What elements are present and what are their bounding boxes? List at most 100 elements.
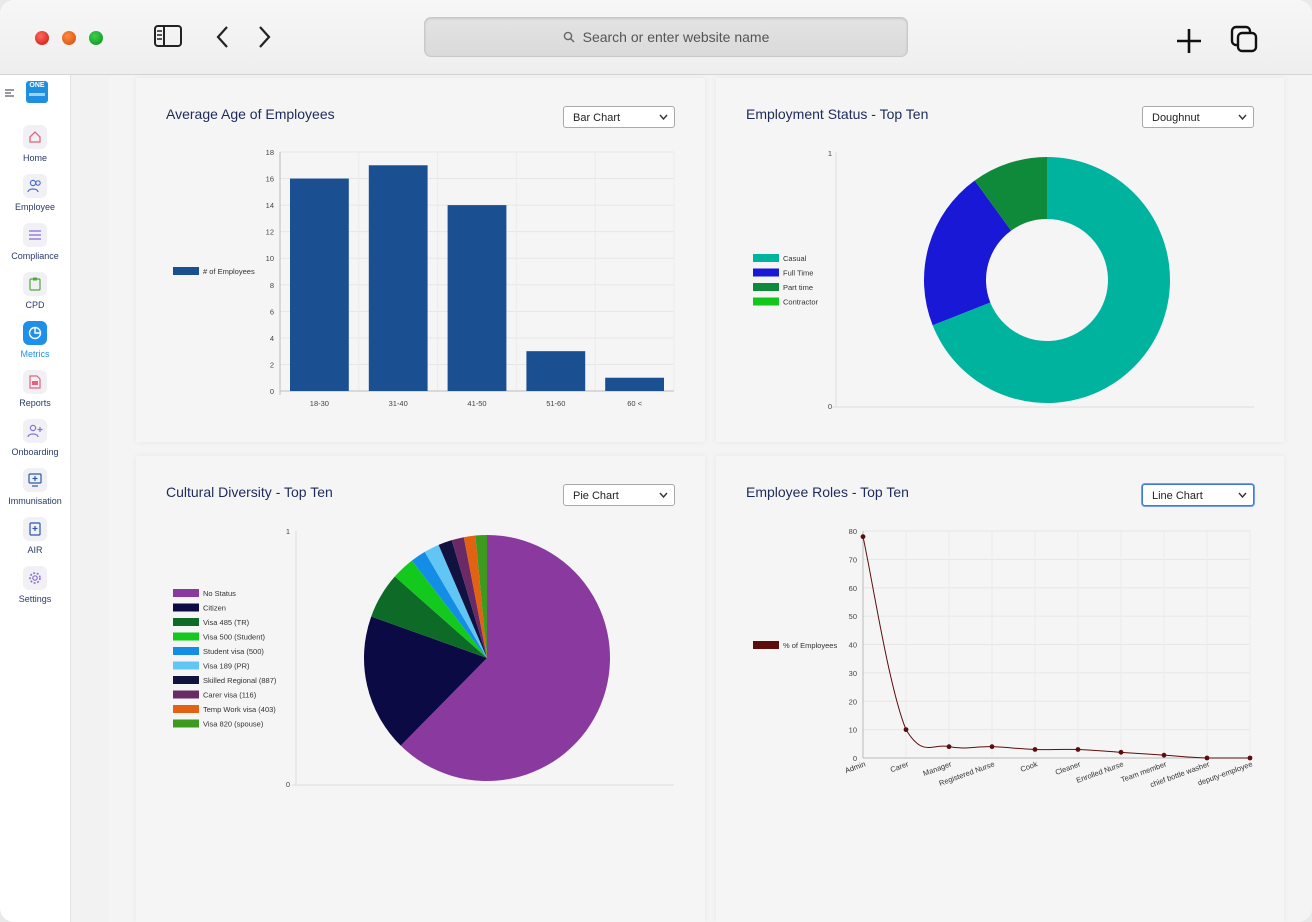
sidebar-item-label: Reports: [19, 398, 51, 408]
legend-swatch: [173, 690, 199, 699]
legend-swatch: [753, 268, 779, 277]
chevron-down-icon: [1238, 114, 1247, 120]
data-point: [946, 744, 952, 750]
legend-label: % of Employees: [783, 641, 837, 650]
sidebar-item-air[interactable]: AIR: [0, 517, 70, 555]
card-title: Employment Status - Top Ten: [746, 106, 929, 122]
legend-label: Temp Work visa (403): [203, 705, 276, 714]
pie-slice: [475, 535, 487, 658]
close-window-button[interactable]: [35, 31, 49, 45]
bar: [290, 178, 349, 391]
x-tick-label: 18-30: [310, 399, 329, 408]
chart-type-select[interactable]: Line Chart: [1142, 484, 1254, 506]
url-bar[interactable]: Search or enter website name: [424, 17, 908, 57]
x-tick-label: 60 <: [627, 399, 642, 408]
chevron-down-icon: [659, 492, 668, 498]
app-logo[interactable]: ONE: [26, 81, 48, 103]
sidebar-item-label: Onboarding: [11, 447, 59, 457]
y-tick-label: 18: [266, 148, 274, 157]
legend-swatch: [173, 719, 199, 728]
sidebar-item-reports[interactable]: Reports: [0, 370, 70, 408]
bar: [447, 205, 507, 391]
new-tab-icon[interactable]: [1175, 27, 1203, 60]
card-title: Average Age of Employees: [166, 106, 335, 122]
x-tick-label: Cook: [1019, 759, 1039, 774]
back-arrow-icon[interactable]: [214, 24, 232, 55]
sidebar-item-immunisation[interactable]: Immunisation: [0, 468, 70, 506]
data-point: [1032, 747, 1038, 752]
menu-icon[interactable]: [5, 85, 15, 103]
add-user-icon: [23, 419, 47, 443]
sidebar-item-label: AIR: [27, 545, 43, 555]
y-tick-label: 40: [849, 641, 857, 650]
y-tick-label: 30: [849, 669, 857, 678]
chart-type-select[interactable]: Doughnut: [1142, 106, 1254, 128]
status-doughnut-chart: 1 0 Casual Full Time Part time Contractor: [753, 149, 1254, 411]
app-sidebar: ONE Home Employee Compliance CPD Metrics…: [0, 75, 71, 922]
legend-swatch: [753, 254, 779, 262]
y-tick-label: 1: [286, 527, 290, 536]
chart-type-select[interactable]: Bar Chart: [563, 106, 675, 128]
pie-chart-icon: [23, 321, 47, 345]
legend-swatch: [753, 283, 779, 291]
x-tick-label: 41-50: [467, 399, 486, 408]
sidebar-item-settings[interactable]: Settings: [0, 566, 70, 604]
pie-slice: [364, 616, 487, 746]
bar: [605, 377, 664, 391]
legend-label: Visa 189 (PR): [203, 662, 250, 671]
legend-label: Casual: [783, 254, 807, 263]
sidebar-item-cpd[interactable]: CPD: [0, 272, 70, 310]
sidebar-item-label: Metrics: [20, 349, 50, 359]
y-tick-label: 10: [849, 726, 857, 735]
data-point: [1118, 749, 1124, 755]
culture-pie-chart: 1 0 No Status Citizen Visa 485 (TR) Visa 500 …: [173, 527, 674, 789]
select-value: Doughnut: [1152, 112, 1200, 124]
chevron-down-icon: [1238, 492, 1247, 498]
y-tick-label: 10: [266, 254, 274, 263]
y-tick-label: 80: [849, 527, 857, 536]
y-tick-label: 2: [270, 360, 274, 369]
culture-chart-card: Cultural Diversity - Top Ten Pie Chart 1…: [136, 456, 705, 922]
legend-label: Citizen: [203, 604, 226, 613]
minimize-window-button[interactable]: [62, 31, 76, 45]
legend-label: Student visa (500): [203, 647, 264, 656]
roles-chart-card: Employee Roles - Top Ten Line Chart 0 10 2…: [716, 456, 1284, 922]
card-title: Employee Roles - Top Ten: [746, 484, 909, 500]
sidebar-toggle-icon[interactable]: [153, 24, 183, 55]
y-tick-label: 0: [270, 387, 274, 396]
legend-swatch: [173, 603, 199, 612]
select-value: Pie Chart: [573, 490, 619, 502]
zoom-window-button[interactable]: [89, 31, 103, 45]
tabs-overview-icon[interactable]: [1230, 25, 1260, 60]
pie-slice: [394, 560, 487, 658]
sidebar-item-label: Home: [22, 153, 47, 163]
y-tick-label: 50: [849, 612, 857, 621]
y-tick-label: 20: [849, 697, 857, 706]
pie-slice: [463, 535, 487, 658]
y-tick-label: 1: [828, 149, 832, 158]
sidebar-item-employee[interactable]: Employee: [0, 174, 70, 212]
y-tick-label: 8: [270, 281, 274, 290]
legend-label: No Status: [203, 589, 236, 598]
chart-type-select[interactable]: Pie Chart: [563, 484, 675, 506]
sidebar-item-home[interactable]: Home: [0, 125, 70, 163]
y-tick-label: 16: [266, 175, 274, 184]
sidebar-item-compliance[interactable]: Compliance: [0, 223, 70, 261]
y-tick-label: 0: [828, 402, 832, 411]
browser-toolbar: Search or enter website name: [0, 0, 1312, 75]
monitor-plus-icon: [23, 468, 47, 492]
pie-slice: [424, 544, 487, 658]
legend-label: Visa 820 (spouse): [203, 720, 264, 729]
bar: [368, 165, 428, 391]
data-point: [860, 534, 866, 540]
forward-arrow-icon[interactable]: [255, 24, 273, 55]
sidebar-item-metrics[interactable]: Metrics: [0, 321, 70, 359]
sidebar-item-onboarding[interactable]: Onboarding: [0, 419, 70, 457]
legend-label: Full Time: [783, 269, 813, 278]
legend-label: Contractor: [783, 298, 819, 307]
pdf-icon: [23, 370, 47, 394]
legend-label: Part time: [783, 283, 813, 292]
home-icon: [23, 125, 47, 149]
